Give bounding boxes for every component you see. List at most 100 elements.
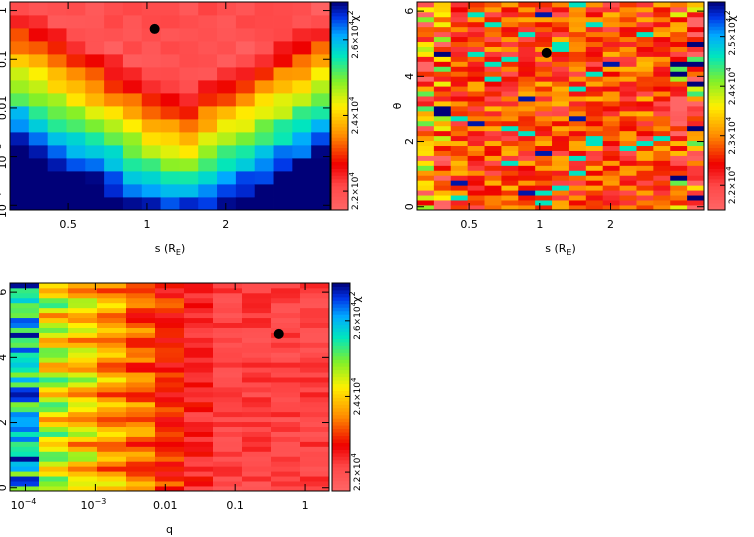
heatmap-cell: [602, 175, 620, 181]
heatmap-cell: [184, 357, 214, 363]
heatmap-cell: [619, 31, 637, 38]
heatmap-cell: [160, 119, 180, 133]
heatmap-cell: [104, 106, 124, 120]
heatmap-cell: [653, 180, 671, 186]
heatmap-cell: [450, 110, 469, 117]
heatmap-cell: [213, 486, 243, 492]
heatmap-cell: [670, 155, 688, 161]
heatmap-cell: [687, 140, 705, 147]
colorbar-segment: [331, 85, 348, 90]
y-tick-label: 4: [403, 73, 416, 80]
heatmap-cell: [450, 135, 469, 142]
heatmap-cell: [85, 28, 105, 42]
heatmap-cell: [619, 16, 637, 23]
heatmap-cell: [141, 132, 161, 146]
heatmap-cell: [619, 140, 637, 147]
heatmap-cell: [467, 66, 485, 72]
heatmap-cell: [568, 76, 587, 82]
heatmap-cell: [670, 61, 688, 67]
heatmap-cell: [300, 372, 330, 378]
heatmap-cell: [235, 15, 256, 29]
colorbar-segment: [331, 140, 348, 145]
heatmap-cell: [484, 101, 502, 107]
heatmap-cell: [417, 96, 435, 102]
heatmap-cell: [184, 421, 214, 428]
heatmap-cell: [66, 28, 86, 42]
heatmap-cell: [47, 67, 67, 81]
heatmap-cell: [636, 26, 654, 33]
heatmap-cell: [184, 362, 214, 368]
heatmap-cell: [433, 115, 452, 122]
colorbar-segment: [332, 411, 350, 416]
heatmap-cell: [213, 387, 243, 393]
colorbar-segment: [331, 12, 348, 17]
colorbar-segment: [708, 92, 725, 97]
heatmap-cell: [619, 76, 637, 82]
heatmap-cell: [213, 451, 243, 457]
heatmap-cell: [68, 387, 98, 393]
heatmap-cell: [104, 158, 124, 172]
heatmap-cell: [636, 81, 654, 87]
colorbar-tick-label: 2.6×104: [348, 20, 361, 58]
heatmap-cell: [97, 431, 127, 437]
heatmap-cell: [585, 46, 604, 52]
heatmap-cell: [271, 372, 301, 378]
heatmap-cell: [687, 106, 705, 112]
heatmap-cell: [501, 36, 519, 43]
heatmap-cell: [311, 80, 331, 94]
colorbar-segment: [331, 26, 348, 31]
heatmap-cell: [518, 61, 536, 67]
heatmap-cell: [155, 372, 185, 378]
heatmap-cell: [271, 337, 301, 343]
heatmap-cell: [535, 200, 553, 206]
heatmap-cell: [242, 456, 272, 462]
heatmap-cell: [104, 171, 124, 185]
heatmap-cell: [552, 31, 570, 38]
heatmap-cell: [433, 11, 452, 18]
heatmap-cell: [184, 322, 214, 328]
colorbar-segment: [332, 393, 350, 398]
heatmap-cell: [467, 11, 485, 18]
heatmap-cell: [653, 6, 671, 13]
colorbar-segment: [331, 74, 348, 79]
colorbar-segment: [331, 50, 348, 55]
heatmap-cell: [126, 347, 156, 353]
colorbar-segment: [332, 442, 350, 447]
heatmap-cell: [10, 80, 30, 94]
colorbar-segment: [332, 352, 350, 357]
heatmap-cell: [518, 11, 536, 18]
colorbar-segment: [331, 95, 348, 100]
heatmap-cell: [484, 91, 502, 97]
heatmap-cell: [39, 436, 69, 442]
heatmap-cell: [213, 471, 243, 477]
heatmap-cell: [126, 391, 156, 398]
colorbar-segment: [331, 119, 348, 124]
plot-frame: [416, 1, 705, 211]
colorbar-segment: [331, 40, 348, 45]
heatmap-cell: [417, 125, 435, 132]
best-fit-marker: [149, 23, 160, 34]
heatmap-cell: [484, 76, 502, 82]
heatmap-cell: [552, 86, 570, 92]
heatmap-cell: [636, 155, 654, 161]
heatmap-cell: [467, 41, 485, 47]
heatmap-cell: [484, 26, 502, 33]
heatmap-cell: [585, 140, 604, 147]
heatmap-cell: [68, 486, 98, 492]
heatmap-cell: [10, 377, 40, 383]
heatmap-cell: [104, 41, 124, 55]
heatmap-cell: [97, 391, 127, 398]
heatmap-cell: [636, 96, 654, 102]
heatmap-cell: [273, 54, 293, 68]
colorbar-segment: [708, 140, 725, 145]
colorbar-segment: [331, 43, 348, 48]
heatmap-cell: [501, 21, 519, 28]
heatmap-cell: [687, 120, 705, 127]
heatmap-cell: [126, 332, 156, 338]
heatmap-cell: [636, 41, 654, 47]
heatmap-cell: [242, 406, 272, 413]
heatmap-cell: [104, 54, 124, 68]
heatmap-cell: [687, 91, 705, 97]
heatmap-cell: [636, 150, 654, 156]
